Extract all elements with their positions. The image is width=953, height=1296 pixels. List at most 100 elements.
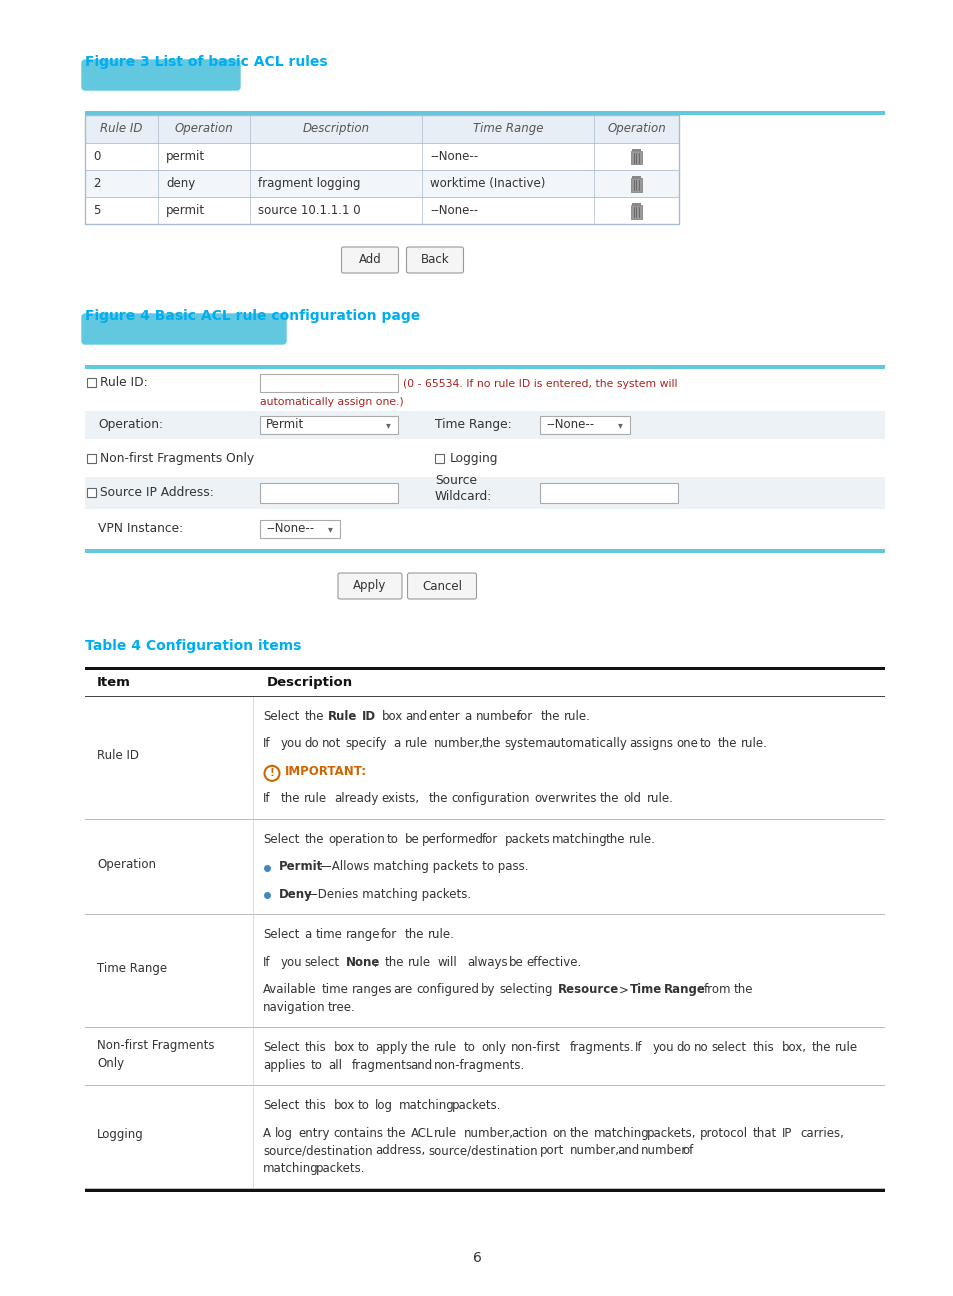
Text: the: the <box>598 792 618 805</box>
Text: a: a <box>393 737 399 750</box>
Bar <box>435 455 443 464</box>
Text: the: the <box>428 792 447 805</box>
Text: Cancel: Cancel <box>421 579 461 592</box>
Text: will: will <box>437 955 457 968</box>
Text: Operation: Operation <box>174 123 233 136</box>
Text: to: to <box>310 1059 322 1072</box>
Text: worktime (Inactive): worktime (Inactive) <box>430 178 545 191</box>
Text: applies: applies <box>263 1059 305 1072</box>
Text: be: be <box>404 833 419 846</box>
Text: packets.: packets. <box>452 1099 500 1112</box>
Text: Source
Wildcard:: Source Wildcard: <box>435 474 492 504</box>
Text: Non-first Fragments Only: Non-first Fragments Only <box>100 452 253 465</box>
Text: to: to <box>387 833 398 846</box>
Text: to: to <box>357 1099 369 1112</box>
Text: deny: deny <box>166 178 195 191</box>
Bar <box>631 203 640 206</box>
Text: Source IP Address:: Source IP Address: <box>100 486 213 499</box>
Text: Deny: Deny <box>278 888 313 901</box>
Text: no: no <box>693 1041 707 1054</box>
Text: Select: Select <box>263 928 299 941</box>
Text: rule.: rule. <box>428 928 455 941</box>
Text: rule.: rule. <box>564 710 591 723</box>
Text: Resource: Resource <box>558 984 618 997</box>
Text: rule: rule <box>304 792 327 805</box>
Bar <box>87 489 96 498</box>
Text: the: the <box>387 1126 406 1139</box>
Text: Permit: Permit <box>266 419 304 432</box>
Text: box: box <box>334 1099 355 1112</box>
Text: the: the <box>304 710 323 723</box>
Text: ACL: ACL <box>410 1126 433 1139</box>
Text: configuration: configuration <box>452 792 530 805</box>
Text: number,: number, <box>434 737 483 750</box>
Text: (0 - 65534. If no rule ID is entered, the system will: (0 - 65534. If no rule ID is entered, th… <box>402 378 677 389</box>
Text: --None--: --None-- <box>266 522 314 535</box>
FancyBboxPatch shape <box>341 248 398 273</box>
Text: Logging: Logging <box>450 452 498 465</box>
Text: protocol: protocol <box>699 1126 747 1139</box>
Text: Operation:: Operation: <box>98 419 163 432</box>
Text: you: you <box>280 737 302 750</box>
Text: this: this <box>752 1041 774 1054</box>
Text: for: for <box>517 710 533 723</box>
Text: automatically: automatically <box>546 737 626 750</box>
Text: source 10.1.1.1 0: source 10.1.1.1 0 <box>257 203 360 216</box>
Text: source/destination: source/destination <box>428 1144 537 1157</box>
Bar <box>539 416 629 434</box>
Text: Figure 4 Basic ACL rule configuration page: Figure 4 Basic ACL rule configuration pa… <box>85 308 420 323</box>
Bar <box>85 550 884 553</box>
Text: from: from <box>703 984 731 997</box>
Text: the: the <box>717 737 736 750</box>
Text: the: the <box>481 737 500 750</box>
Text: Operation: Operation <box>97 858 156 871</box>
Text: A: A <box>263 1126 271 1139</box>
Text: Select: Select <box>263 710 299 723</box>
Text: non-first: non-first <box>510 1041 560 1054</box>
Text: not: not <box>322 737 341 750</box>
Text: a: a <box>463 710 471 723</box>
Text: selecting: selecting <box>498 984 552 997</box>
Text: navigation: navigation <box>263 1001 325 1013</box>
Text: Rule ID: Rule ID <box>97 749 139 762</box>
Bar <box>85 1190 884 1192</box>
Text: Rule ID:: Rule ID: <box>100 377 148 390</box>
Text: If: If <box>263 737 271 750</box>
Bar <box>539 483 678 503</box>
Text: Item: Item <box>97 677 131 689</box>
Text: ▾: ▾ <box>618 420 622 430</box>
Text: the: the <box>384 955 404 968</box>
Text: old: old <box>622 792 640 805</box>
Text: configured: configured <box>416 984 479 997</box>
Text: rule.: rule. <box>740 737 767 750</box>
Text: Add: Add <box>358 254 381 267</box>
Text: VPN Instance:: VPN Instance: <box>98 522 183 535</box>
Bar <box>85 115 679 224</box>
Text: —Denies matching packets.: —Denies matching packets. <box>306 888 471 901</box>
Bar <box>260 375 397 391</box>
Text: Operation: Operation <box>606 123 665 136</box>
Text: 6: 6 <box>472 1251 481 1265</box>
Bar <box>630 179 641 192</box>
Text: Select: Select <box>263 1099 299 1112</box>
Text: fragments: fragments <box>351 1059 412 1072</box>
Text: of: of <box>681 1144 693 1157</box>
Text: source/destination: source/destination <box>263 1144 373 1157</box>
Bar <box>260 416 397 434</box>
FancyBboxPatch shape <box>82 314 286 343</box>
Text: ,: , <box>373 955 376 968</box>
Text: do: do <box>304 737 318 750</box>
Text: by: by <box>481 984 496 997</box>
Text: number,: number, <box>569 1144 619 1157</box>
Text: Permit: Permit <box>278 861 323 874</box>
Text: --None--: --None-- <box>430 150 477 163</box>
Text: apply: apply <box>375 1041 407 1054</box>
Text: Description: Description <box>302 123 369 136</box>
Text: rule.: rule. <box>646 792 673 805</box>
Text: Time Range: Time Range <box>473 123 542 136</box>
Text: permit: permit <box>166 150 205 163</box>
Text: time: time <box>322 984 349 997</box>
Text: you: you <box>652 1041 674 1054</box>
Text: entry: entry <box>298 1126 330 1139</box>
Text: automatically assign one.): automatically assign one.) <box>260 397 403 407</box>
